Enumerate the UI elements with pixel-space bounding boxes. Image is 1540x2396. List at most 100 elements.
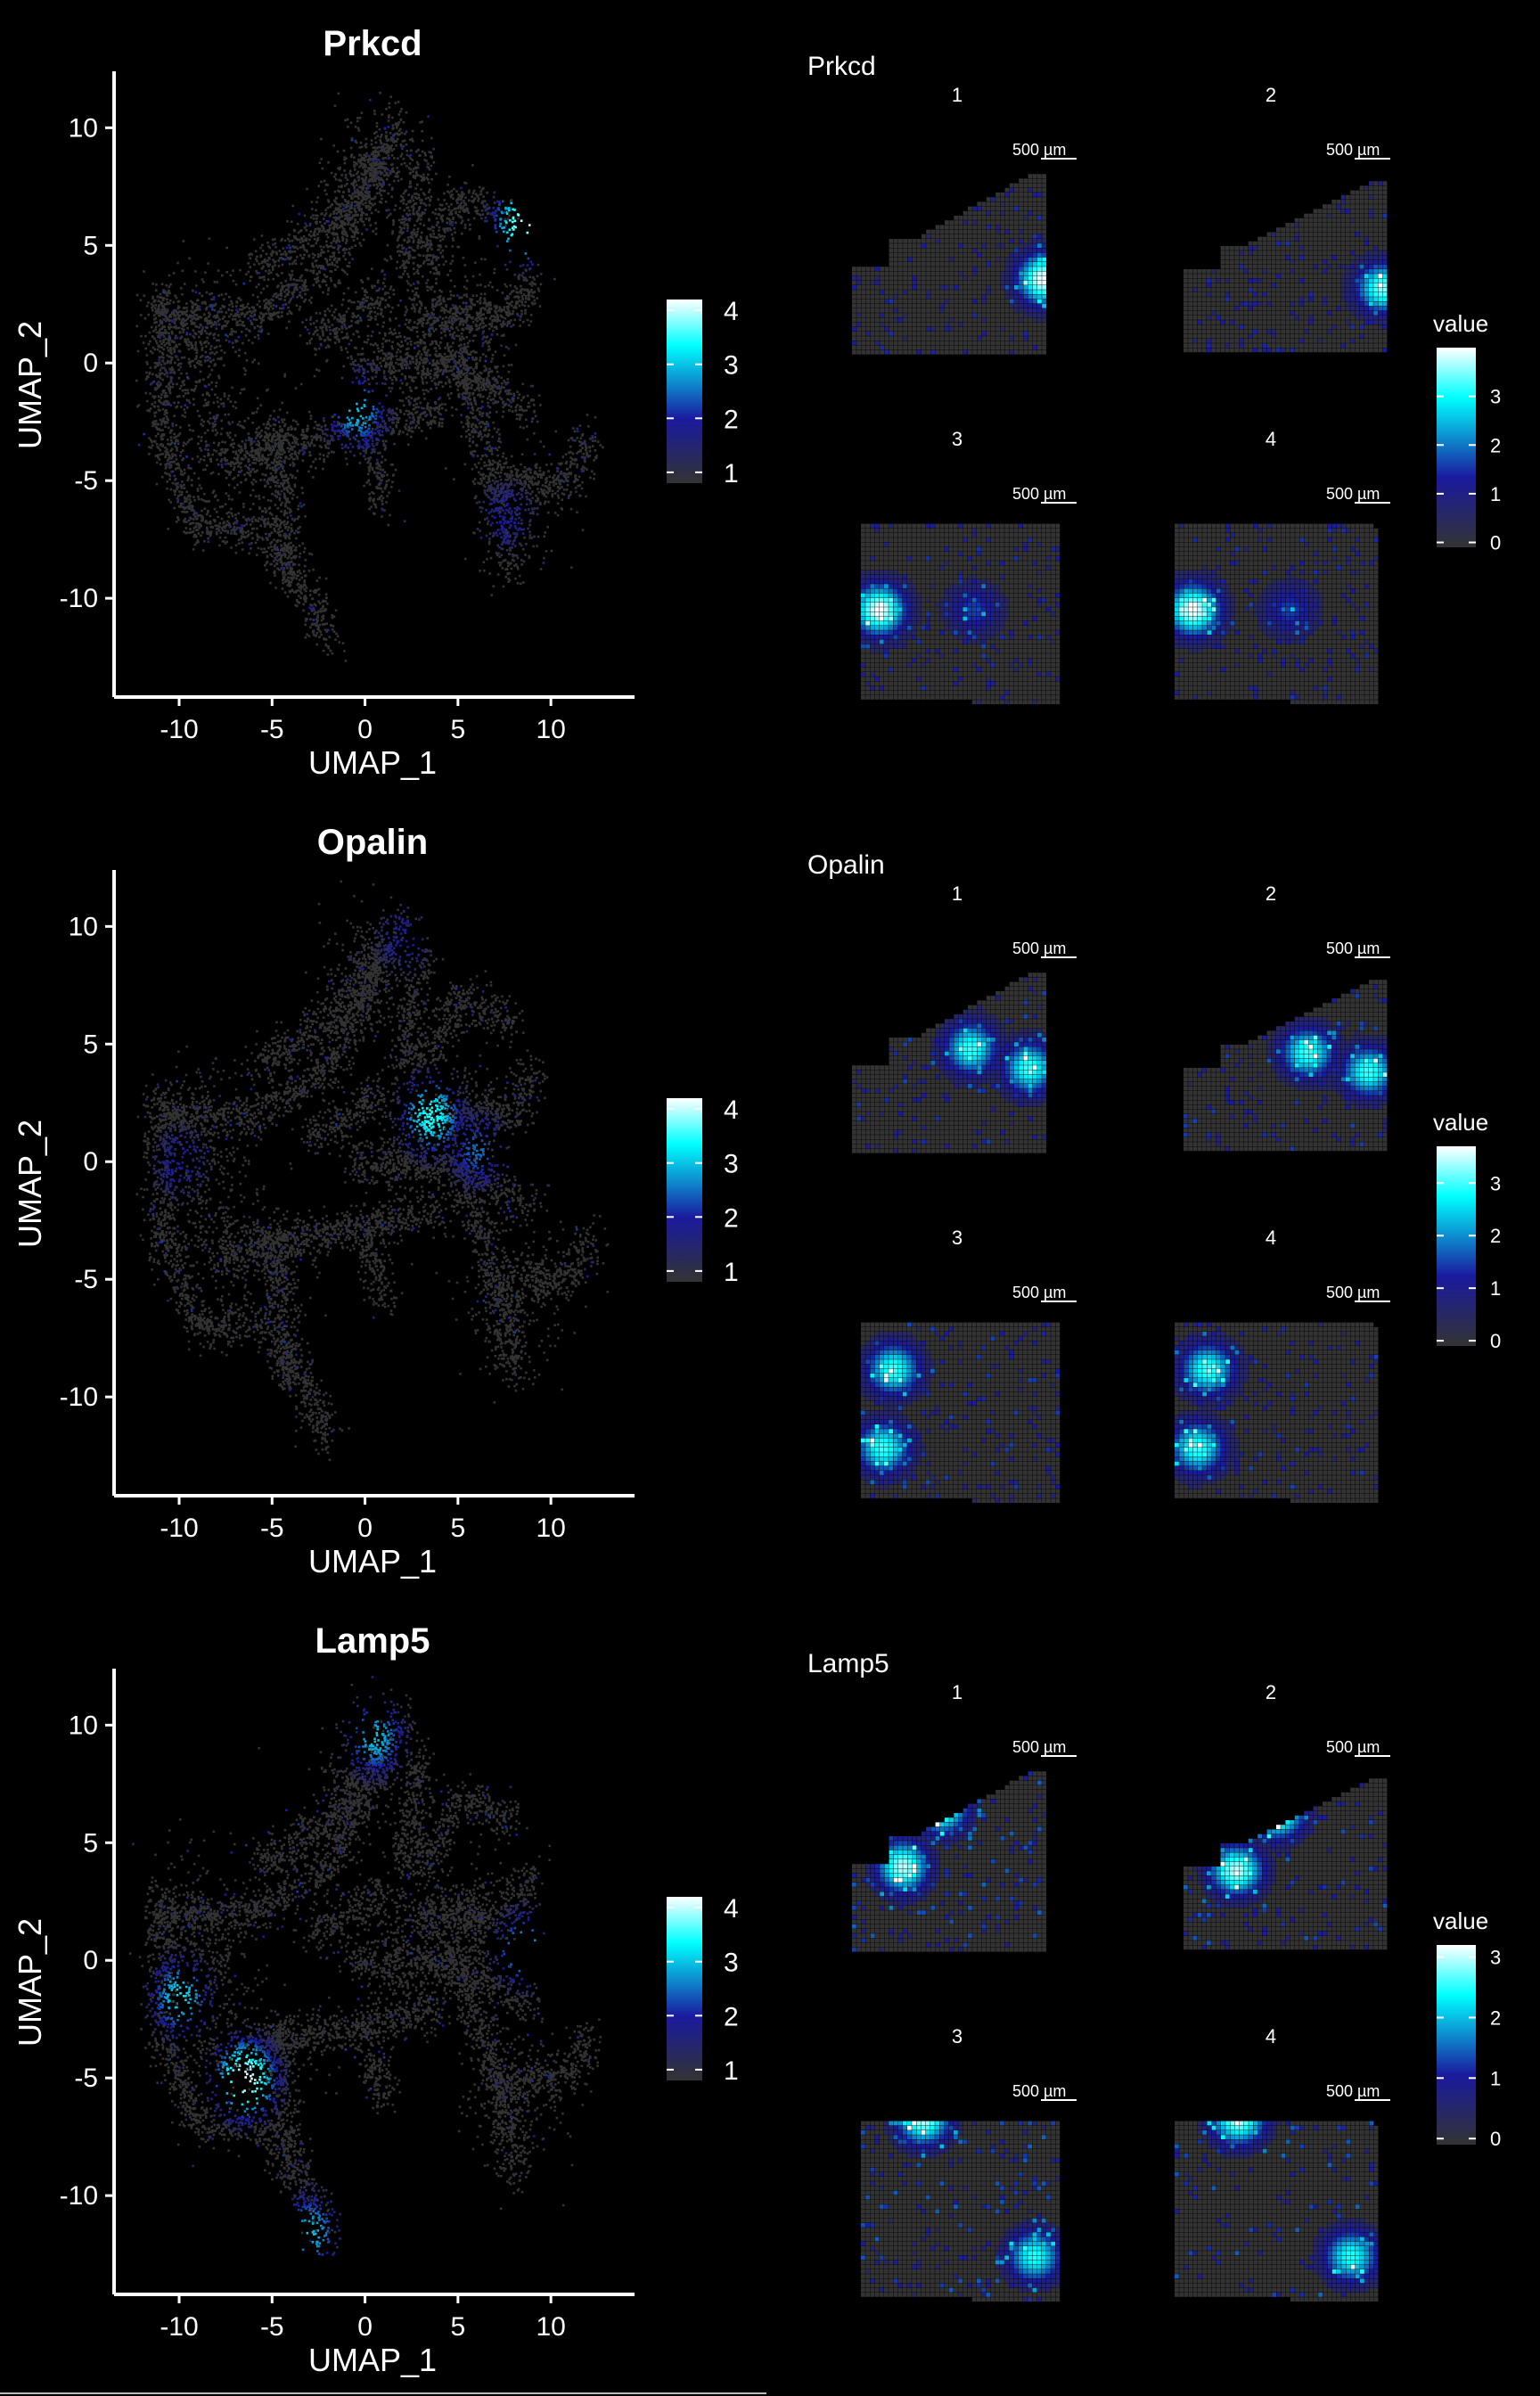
umap-point [357, 353, 360, 356]
umap-point [311, 201, 314, 203]
umap-point [369, 175, 372, 177]
umap-point [206, 513, 209, 516]
umap-point [385, 355, 388, 357]
umap-point [272, 258, 274, 261]
umap-point [275, 253, 278, 256]
umap-point [315, 265, 318, 267]
umap-point [491, 357, 494, 360]
umap-point [160, 464, 162, 466]
umap-point [171, 357, 174, 359]
umap-point [160, 341, 162, 343]
umap-point [256, 533, 258, 536]
umap-point [334, 258, 337, 260]
umap-point [293, 229, 296, 232]
umap-point [312, 265, 315, 267]
umap-point [435, 387, 438, 390]
umap-point [283, 300, 286, 302]
umap-point [449, 291, 452, 293]
umap-point [353, 235, 356, 238]
umap-point [161, 453, 164, 455]
umap-point [315, 214, 317, 217]
umap-point [202, 326, 205, 329]
umap-point [451, 370, 454, 373]
umap-point [210, 299, 213, 301]
umap-point [362, 196, 365, 199]
umap-point [231, 302, 233, 305]
umap-point [221, 325, 224, 328]
umap-point [194, 544, 197, 546]
umap-point [163, 401, 166, 404]
umap-point [195, 512, 198, 514]
umap-point [299, 246, 302, 249]
umap-point [482, 378, 485, 381]
umap-point [171, 430, 174, 432]
umap-point [304, 249, 307, 251]
umap-point [160, 423, 163, 426]
umap-point [172, 383, 175, 386]
umap-point [339, 209, 341, 211]
umap-point [165, 316, 168, 318]
umap-point [281, 272, 283, 275]
umap-point [421, 376, 423, 379]
umap-point [395, 140, 397, 143]
umap-point [206, 529, 209, 532]
umap-point [379, 362, 381, 365]
umap-point [152, 423, 155, 426]
umap-title: Prkcd [323, 24, 422, 63]
umap-point [144, 348, 147, 350]
umap-point [310, 297, 313, 300]
umap-point [417, 372, 420, 374]
umap-point [372, 377, 374, 380]
umap-point [190, 522, 192, 525]
umap-point [175, 478, 177, 480]
umap-point [270, 316, 273, 318]
umap-point [198, 532, 201, 535]
umap-point [185, 455, 188, 458]
umap-point [272, 250, 274, 253]
umap-point [168, 302, 171, 305]
umap-point [314, 254, 316, 257]
umap-point [181, 480, 184, 483]
umap-point [147, 314, 150, 316]
umap-point [149, 392, 152, 395]
umap-point [345, 176, 348, 179]
umap-points [135, 92, 604, 662]
umap-point [346, 234, 348, 237]
umap-point [311, 263, 314, 266]
umap-point [259, 247, 262, 250]
umap-point [171, 386, 174, 389]
umap-point [422, 367, 425, 370]
umap-point [267, 308, 270, 310]
umap-point [168, 478, 171, 480]
umap-point [340, 213, 342, 216]
umap-point [427, 390, 430, 393]
umap-point [522, 397, 525, 399]
umap-point [293, 278, 296, 281]
umap-point [512, 398, 514, 401]
umap-point [377, 348, 380, 350]
umap-point [281, 311, 283, 314]
umap-point [177, 495, 180, 497]
umap-point [194, 310, 197, 313]
umap-point [266, 299, 268, 301]
umap-point [304, 279, 307, 282]
umap-point [291, 270, 294, 273]
umap-point [266, 242, 269, 244]
umap-point [158, 399, 160, 402]
umap-point [499, 306, 502, 308]
umap-point [273, 304, 275, 307]
umap-point [437, 320, 439, 323]
umap-point [389, 352, 392, 355]
umap-point [166, 284, 168, 287]
umap-point [427, 349, 430, 352]
umap-point [388, 157, 390, 160]
umap-point [248, 254, 250, 257]
umap-point [275, 296, 278, 299]
umap-point [533, 411, 536, 414]
umap-point [167, 375, 169, 378]
umap-point [254, 309, 257, 312]
umap-point [239, 319, 242, 322]
umap-point [319, 228, 322, 231]
umap-point [166, 415, 168, 418]
umap-point [348, 261, 351, 264]
